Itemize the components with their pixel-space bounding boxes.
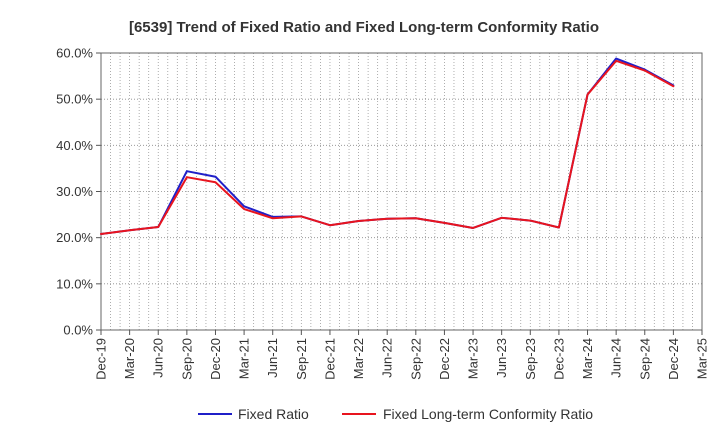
- legend-item: Fixed Long-term Conformity Ratio: [342, 406, 593, 422]
- y-tick-label: 60.0%: [56, 46, 93, 61]
- x-tick-label: Mar-24: [580, 338, 595, 379]
- legend-item: Fixed Ratio: [198, 406, 309, 422]
- series-line-fixed-long-term-conformity-ratio: [100, 59, 675, 235]
- legend-label: Fixed Long-term Conformity Ratio: [383, 406, 593, 422]
- x-tick-label: Sep-20: [179, 338, 194, 380]
- x-tick-label: Dec-21: [322, 338, 337, 380]
- axis-layer: 0.0% 10.0% 20.0% 30.0% 40.0% 50.0% 60.0% Dec-19…: [56, 46, 709, 380]
- x-tick-label: Dec-20: [208, 338, 223, 380]
- y-tick-label: 0.0%: [63, 323, 93, 338]
- x-tick-label: Dec-24: [666, 338, 681, 380]
- x-tick-label: Mar-20: [122, 338, 137, 379]
- legend: Fixed Ratio Fixed Long-term Conformity Ra…: [198, 406, 593, 422]
- x-tick-label: Sep-23: [523, 338, 538, 380]
- x-tick-label: Dec-19: [94, 338, 109, 380]
- x-tick-label: Sep-24: [637, 338, 652, 380]
- y-tick-label: 40.0%: [56, 138, 93, 153]
- y-tick-label: 50.0%: [56, 92, 93, 107]
- x-tick-label: Dec-23: [551, 338, 566, 380]
- y-tick-label: 10.0%: [56, 276, 93, 291]
- plot-border: [100, 52, 703, 331]
- x-tick-label: Mar-25: [695, 338, 710, 379]
- x-tick-label: Dec-22: [437, 338, 452, 380]
- y-tick-label: 20.0%: [56, 230, 93, 245]
- x-tick-label: Jun-20: [151, 338, 166, 378]
- y-tick-label: 30.0%: [56, 184, 93, 199]
- grid-layer: [100, 52, 703, 331]
- x-tick-label: Jun-24: [609, 338, 624, 378]
- x-tick-label: Jun-21: [265, 338, 280, 378]
- x-tick-label: Sep-22: [408, 338, 423, 380]
- legend-label: Fixed Ratio: [238, 406, 309, 422]
- x-tick-label: Jun-22: [380, 338, 395, 378]
- x-tick-label: Mar-21: [237, 338, 252, 379]
- x-tick-label: Sep-21: [294, 338, 309, 380]
- chart-title: [6539] Trend of Fixed Ratio and Fixed Lo…: [129, 19, 599, 36]
- series-layer: [100, 57, 675, 235]
- x-tick-label: Mar-22: [351, 338, 366, 379]
- x-tick-label: Mar-23: [466, 338, 481, 379]
- x-tick-label: Jun-23: [494, 338, 509, 378]
